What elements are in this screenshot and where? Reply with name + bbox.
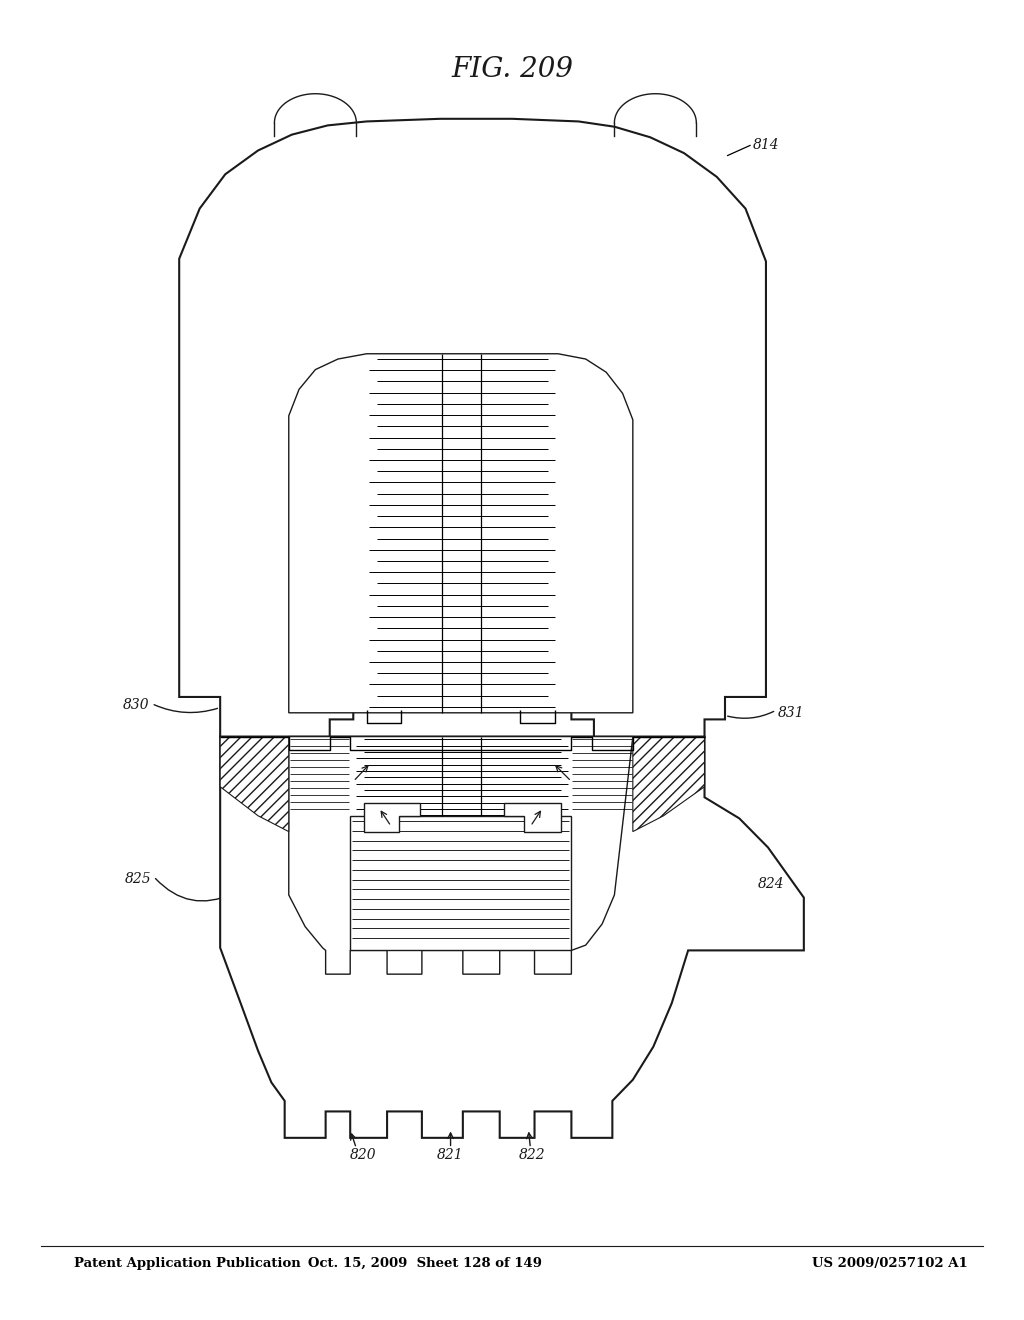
FancyArrowPatch shape: [154, 705, 217, 713]
Polygon shape: [289, 354, 633, 713]
Text: 831: 831: [778, 706, 805, 719]
FancyArrowPatch shape: [156, 879, 233, 902]
Polygon shape: [220, 737, 289, 832]
Polygon shape: [179, 119, 766, 737]
FancyArrowPatch shape: [720, 884, 753, 896]
Polygon shape: [633, 737, 705, 832]
FancyArrowPatch shape: [728, 711, 774, 718]
Text: 814: 814: [753, 139, 779, 152]
Text: Oct. 15, 2009  Sheet 128 of 149: Oct. 15, 2009 Sheet 128 of 149: [308, 1257, 542, 1270]
Polygon shape: [289, 737, 633, 974]
Text: 822: 822: [519, 1147, 546, 1162]
Polygon shape: [350, 816, 571, 950]
Text: FIG. 209: FIG. 209: [451, 57, 573, 83]
Polygon shape: [220, 737, 804, 1138]
Text: 830: 830: [123, 698, 150, 711]
Text: 821: 821: [437, 1147, 464, 1162]
Text: 825: 825: [125, 873, 152, 886]
Text: 820: 820: [350, 1147, 377, 1162]
Polygon shape: [364, 803, 420, 832]
Polygon shape: [504, 803, 561, 832]
Text: Patent Application Publication: Patent Application Publication: [74, 1257, 300, 1270]
Text: 824: 824: [758, 878, 784, 891]
Text: US 2009/0257102 A1: US 2009/0257102 A1: [812, 1257, 968, 1270]
